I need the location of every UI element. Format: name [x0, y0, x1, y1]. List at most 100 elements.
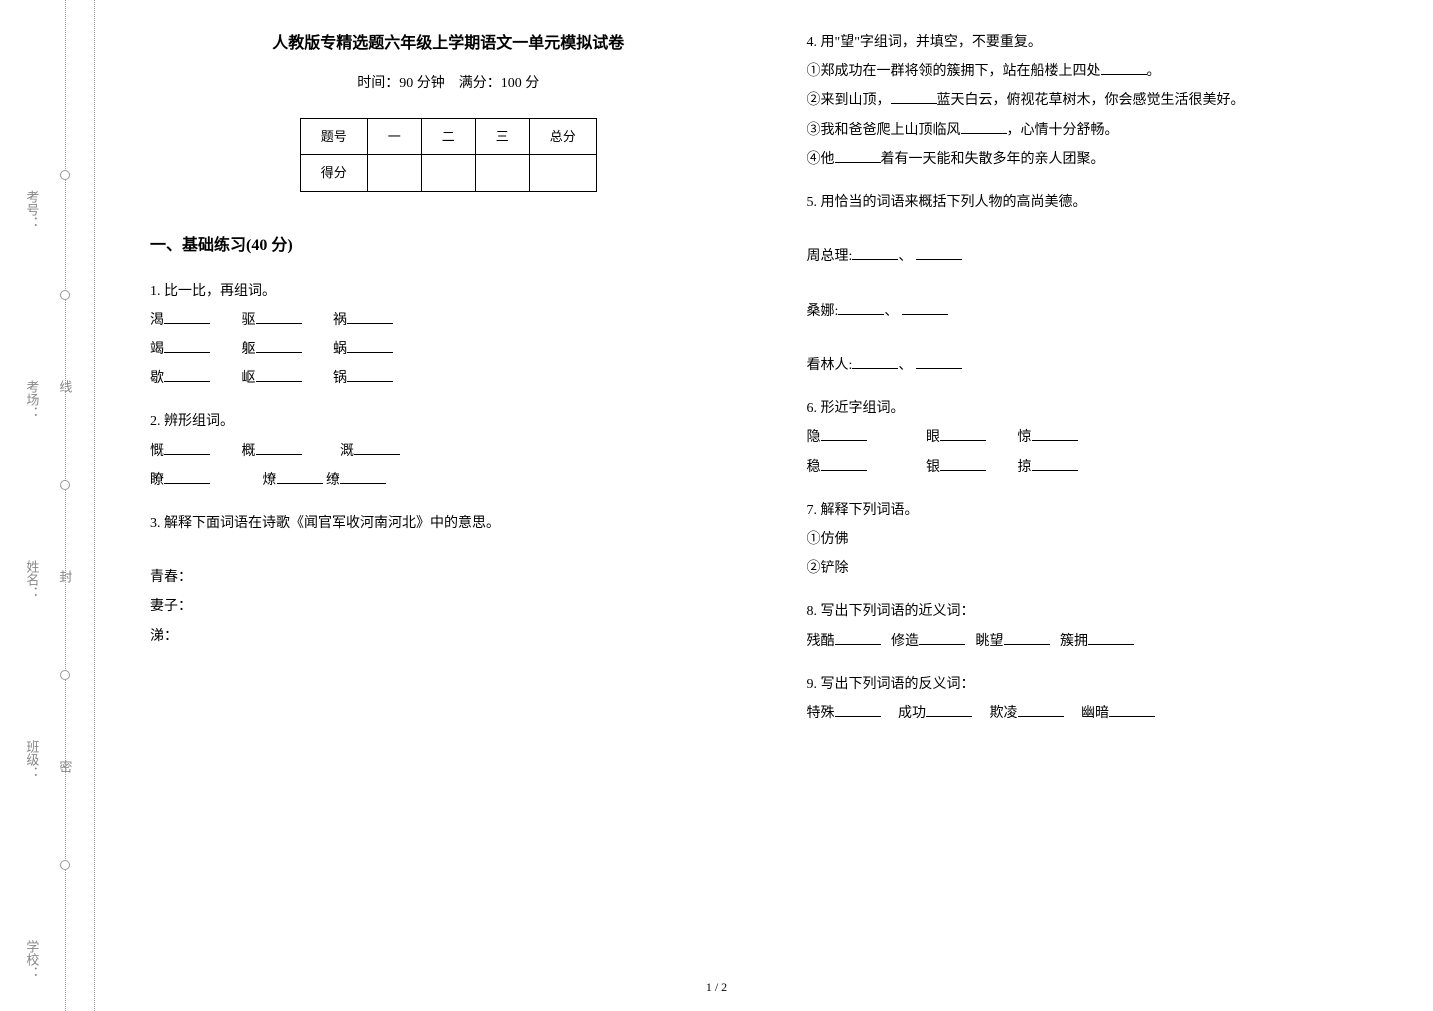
blank	[916, 246, 962, 260]
circle-marker	[60, 670, 70, 680]
margin-label-number: 考号：	[20, 190, 43, 229]
text: ③我和爸爸爬上山顶临风	[807, 123, 961, 138]
word: 眺望	[976, 634, 1004, 649]
q3-item: 涕：	[150, 624, 747, 649]
td: 得分	[300, 155, 367, 191]
blank	[1109, 703, 1155, 717]
score-table: 题号 一 二 三 总分 得分	[300, 118, 597, 192]
char: 燎	[263, 473, 277, 488]
left-column: 人教版专精选题六年级上学期语文一单元模拟试卷 时间：90 分钟 满分：100 分…	[150, 30, 747, 744]
q5-item: 桑娜:、	[807, 299, 1404, 324]
blank	[835, 703, 881, 717]
seal-label-mi: 密	[53, 760, 76, 781]
circle-marker	[60, 170, 70, 180]
question-text: 1. 比一比，再组词。	[150, 279, 747, 304]
q1-row: 渴 驱 祸	[150, 308, 747, 333]
char: 掠	[1018, 460, 1032, 475]
blank	[852, 246, 898, 260]
right-column: 4. 用"望"字组词，并填空，不要重复。 ①郑成功在一群将领的簇拥下，站在船楼上…	[807, 30, 1404, 744]
blank	[164, 310, 210, 324]
blank	[891, 90, 937, 104]
q6-row: 稳 银 掠	[807, 455, 1404, 480]
text: ①郑成功在一群将领的簇拥下，站在船楼上四处	[807, 64, 1101, 79]
q3-item: 妻子：	[150, 594, 747, 619]
circle-marker	[60, 480, 70, 490]
blank	[256, 441, 302, 455]
question-text: 9. 写出下列词语的反义词：	[807, 672, 1404, 697]
question-text: 4. 用"望"字组词，并填空，不要重复。	[807, 30, 1404, 55]
char: 隐	[807, 430, 821, 445]
char: 稳	[807, 460, 821, 475]
exam-title: 人教版专精选题六年级上学期语文一单元模拟试卷	[150, 30, 747, 59]
char: 银	[926, 460, 940, 475]
circle-marker	[60, 860, 70, 870]
text: 蓝天白云，俯视花草树木，你会感觉生活很美好。	[937, 93, 1245, 108]
q8-row: 残酷 修造 眺望 簇拥	[807, 629, 1404, 654]
q2-row: 瞭 燎 缭	[150, 468, 747, 493]
blank	[821, 457, 867, 471]
text: 。	[1147, 64, 1161, 79]
char: 缭	[326, 473, 340, 488]
word: 特殊	[807, 706, 835, 721]
table-row: 得分	[300, 155, 596, 191]
q7-item: ①仿佛	[807, 527, 1404, 552]
blank	[1032, 457, 1078, 471]
question-text: 7. 解释下列词语。	[807, 498, 1404, 523]
char: 岖	[242, 371, 256, 386]
table-row: 题号 一 二 三 总分	[300, 118, 596, 154]
char: 锅	[333, 371, 347, 386]
blank	[347, 339, 393, 353]
blank	[916, 355, 962, 369]
char: 慨	[150, 444, 164, 459]
margin-label-name: 姓名：	[20, 560, 43, 599]
q6-row: 隐 眼 惊	[807, 425, 1404, 450]
blank	[852, 355, 898, 369]
char: 概	[242, 444, 256, 459]
question-1: 1. 比一比，再组词。 渴 驱 祸 竭 躯 蜗 歇 岖 锅	[150, 279, 747, 392]
question-7: 7. 解释下列词语。 ①仿佛 ②铲除	[807, 498, 1404, 582]
blank	[835, 631, 881, 645]
blank	[940, 457, 986, 471]
question-text: 8. 写出下列词语的近义词：	[807, 599, 1404, 624]
blank	[277, 470, 323, 484]
circle-marker	[60, 290, 70, 300]
q4-item: ④他着有一天能和失散多年的亲人团聚。	[807, 147, 1404, 172]
margin-label-school: 学校：	[20, 940, 43, 979]
blank	[1004, 631, 1050, 645]
blank	[1088, 631, 1134, 645]
question-3: 3. 解释下面词语在诗歌《闻官军收河南河北》中的意思。 青春： 妻子： 涕：	[150, 511, 747, 649]
q5-item: 周总理:、	[807, 244, 1404, 269]
word: 修造	[891, 634, 919, 649]
td	[529, 155, 596, 191]
th: 总分	[529, 118, 596, 154]
td	[367, 155, 421, 191]
th: 二	[421, 118, 475, 154]
text: 桑娜:	[807, 304, 839, 319]
q9-row: 特殊 成功 欺凌 幽暗	[807, 701, 1404, 726]
q4-item: ③我和爸爸爬上山顶临风 ，心情十分舒畅。	[807, 118, 1404, 143]
blank	[164, 368, 210, 382]
blank	[347, 310, 393, 324]
q4-item: ①郑成功在一群将领的簇拥下，站在船楼上四处 。	[807, 59, 1404, 84]
char: 祸	[333, 313, 347, 328]
seal-label-xian: 线	[53, 380, 76, 401]
blank	[347, 368, 393, 382]
question-9: 9. 写出下列词语的反义词： 特殊 成功 欺凌 幽暗	[807, 672, 1404, 726]
question-text: 5. 用恰当的词语来概括下列人物的高尚美德。	[807, 190, 1404, 215]
blank	[1018, 703, 1064, 717]
th: 题号	[300, 118, 367, 154]
text: ②来到山顶，	[807, 93, 891, 108]
margin-label-class: 班级：	[20, 740, 43, 779]
blank	[256, 368, 302, 382]
blank	[256, 310, 302, 324]
question-8: 8. 写出下列词语的近义词： 残酷 修造 眺望 簇拥	[807, 599, 1404, 653]
char: 竭	[150, 342, 164, 357]
question-text: 3. 解释下面词语在诗歌《闻官军收河南河北》中的意思。	[150, 511, 747, 536]
q3-item: 青春：	[150, 565, 747, 590]
question-5: 5. 用恰当的词语来概括下列人物的高尚美德。 周总理:、 桑娜:、 看林人:、	[807, 190, 1404, 378]
text: ，心情十分舒畅。	[1007, 123, 1119, 138]
blank	[902, 301, 948, 315]
q5-item: 看林人:、	[807, 353, 1404, 378]
char: 惊	[1018, 430, 1032, 445]
margin-label-room: 考场：	[20, 380, 43, 419]
